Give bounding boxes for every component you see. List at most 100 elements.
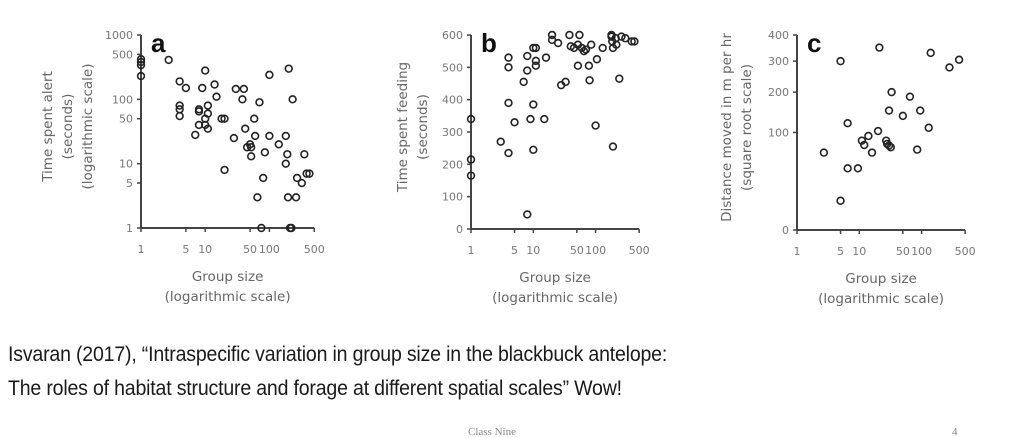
y-tick-label: 200	[768, 86, 789, 99]
data-point	[561, 77, 570, 87]
data-point	[916, 106, 925, 115]
data-point	[238, 95, 247, 104]
x-axis-subtitle: (logarithmic scale)	[165, 289, 291, 305]
data-point	[612, 40, 621, 49]
data-point	[575, 30, 584, 40]
data-point	[265, 70, 274, 80]
data-point	[164, 55, 173, 65]
y-tick-label: 1000	[105, 29, 133, 42]
data-point	[860, 140, 869, 150]
data-point	[291, 193, 301, 202]
data-point	[529, 100, 538, 109]
data-point	[547, 30, 557, 40]
data-point	[913, 145, 922, 154]
y-tick-label: 100	[768, 127, 789, 140]
data-point	[203, 124, 213, 133]
data-point	[875, 43, 884, 52]
data-point	[288, 95, 297, 104]
y-axis-title: Distance moved in m per hr	[719, 33, 735, 222]
data-point	[283, 193, 293, 202]
x-axis-title: Group size	[192, 269, 264, 285]
x-axis-title: Group size	[845, 271, 917, 287]
y-tick-label: 600	[442, 29, 463, 42]
y-axis-title: Time spent alert	[40, 71, 56, 183]
y-tick-label: 400	[442, 94, 463, 107]
data-point	[194, 107, 204, 116]
y-axis-title: (logarithmic scale)	[80, 64, 96, 190]
data-point	[274, 140, 283, 149]
data-point	[212, 92, 221, 101]
data-point	[217, 114, 226, 123]
data-point	[886, 143, 895, 152]
y-tick-label: 100	[112, 93, 133, 106]
data-point	[579, 46, 589, 56]
data-point	[531, 61, 541, 70]
data-point	[621, 34, 630, 43]
y-tick-label: 50	[119, 113, 133, 126]
y-tick-label: 300	[442, 126, 463, 139]
data-point	[250, 131, 260, 141]
data-point	[627, 37, 636, 46]
x-tick-label: 100	[911, 245, 932, 258]
data-point	[258, 173, 268, 183]
data-point	[553, 38, 563, 48]
data-point	[857, 136, 867, 145]
slide-footer-text: Class Nine	[468, 426, 516, 438]
caption-line-2: The roles of habitat structure and forag…	[8, 377, 622, 400]
y-tick-label: 400	[768, 29, 789, 42]
data-point	[302, 169, 311, 178]
data-point	[608, 142, 618, 151]
data-point	[884, 141, 894, 150]
data-point	[587, 40, 596, 49]
data-point	[540, 114, 549, 124]
x-tick-label: 50	[243, 243, 257, 256]
y-axis-title: (seconds)	[60, 94, 76, 160]
data-point	[220, 114, 229, 123]
panel-letter: b	[481, 28, 497, 58]
data-point	[203, 101, 213, 110]
data-point	[287, 223, 296, 233]
data-point	[607, 32, 616, 41]
data-point	[210, 80, 219, 89]
y-tick-label: 500	[112, 48, 133, 61]
data-point	[873, 126, 883, 136]
data-point	[924, 123, 933, 132]
data-point	[239, 84, 249, 94]
data-point	[466, 114, 476, 124]
x-tick-label: 5	[182, 243, 189, 256]
panel-letter: c	[807, 28, 821, 58]
data-point	[229, 133, 239, 143]
x-tick-label: 1	[468, 244, 475, 257]
data-point	[241, 124, 250, 133]
data-point	[136, 57, 146, 67]
data-point	[523, 210, 532, 219]
data-point	[898, 111, 908, 121]
data-point	[504, 53, 513, 62]
data-point	[565, 30, 574, 40]
x-axis-title: Group size	[519, 270, 591, 286]
data-point	[531, 56, 541, 66]
y-axis-title: (square root scale)	[739, 64, 755, 191]
data-point	[843, 164, 852, 173]
data-point	[592, 55, 602, 64]
data-point	[504, 98, 513, 108]
data-point	[504, 148, 513, 158]
y-tick-label: 0	[782, 224, 789, 237]
data-point	[523, 66, 532, 75]
data-point	[585, 76, 594, 85]
data-point	[175, 77, 184, 86]
data-point	[191, 130, 200, 140]
data-point	[253, 193, 262, 202]
data-point	[136, 60, 146, 70]
panel-letter: a	[151, 28, 166, 58]
data-point	[591, 121, 600, 130]
x-tick-label: 100	[585, 244, 606, 257]
data-point	[466, 155, 476, 164]
data-point	[260, 148, 270, 157]
data-point	[201, 66, 210, 75]
data-point	[519, 77, 528, 87]
x-tick-label: 1	[794, 245, 801, 258]
